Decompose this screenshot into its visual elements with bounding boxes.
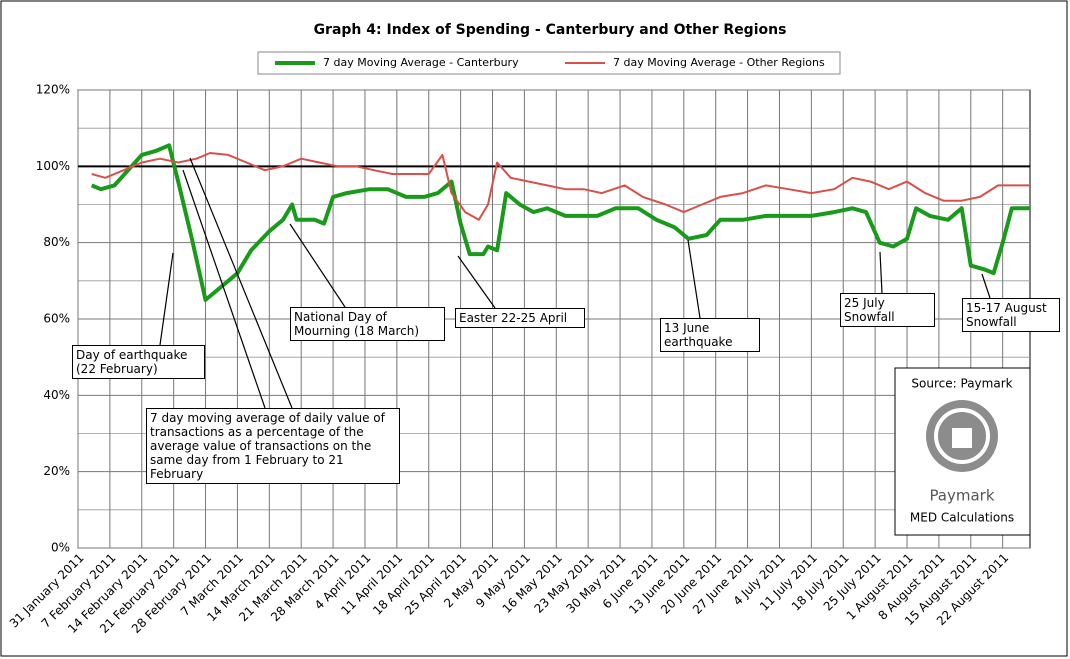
- annotation-arrows: [159, 157, 991, 409]
- legend-label: 7 day Moving Average - Canterbury: [323, 56, 519, 69]
- y-tick-label: 0%: [51, 541, 70, 555]
- legend-label: 7 day Moving Average - Other Regions: [613, 56, 825, 69]
- annotation: 15-17 August Snowfall: [962, 298, 1060, 332]
- annotation: Day of earthquake (22 February): [72, 345, 205, 379]
- series-line: [91, 152, 1030, 221]
- arrow: [981, 273, 991, 299]
- annotation: National Day of Mourning (18 March): [290, 307, 445, 341]
- series-line: [90, 143, 1030, 302]
- legend-box: [257, 51, 841, 75]
- y-tick-label: 20%: [43, 464, 70, 478]
- annotation: 13 June earthquake: [660, 318, 760, 352]
- source-text: Source: Paymark: [911, 377, 1012, 391]
- arrow: [289, 223, 346, 308]
- arrow: [182, 169, 266, 409]
- logo-ring: [934, 408, 990, 464]
- chart-title: Graph 4: Index of Spending - Canterbury …: [314, 22, 787, 38]
- y-tick-label: 120%: [36, 83, 70, 97]
- y-tick-label: 60%: [43, 312, 70, 326]
- source-note: MED Calculations: [910, 511, 1014, 525]
- y-tick-label: 100%: [36, 159, 70, 173]
- logo-lock: [952, 428, 972, 448]
- arrow: [687, 239, 701, 319]
- y-tick-label: 40%: [43, 388, 70, 402]
- arrow: [879, 251, 883, 294]
- logo-text: Paymark: [929, 487, 994, 505]
- arrow: [189, 157, 293, 409]
- annotation: Easter 22-25 April: [455, 308, 585, 328]
- arrow: [159, 252, 174, 346]
- y-tick-label: 80%: [43, 235, 70, 249]
- annotation: 25 July Snowfall: [840, 293, 935, 327]
- arrow: [457, 255, 496, 309]
- annotation: 7 day moving average of daily value of t…: [146, 408, 400, 484]
